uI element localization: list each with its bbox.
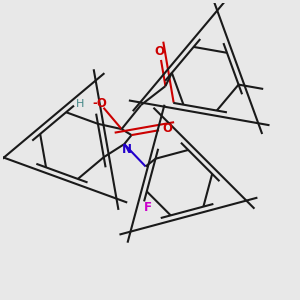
Text: F: F: [144, 201, 152, 214]
Text: H: H: [76, 99, 84, 109]
Text: O: O: [162, 122, 172, 135]
Text: O: O: [154, 45, 165, 58]
Text: N: N: [122, 143, 132, 156]
Text: -O: -O: [93, 97, 108, 110]
